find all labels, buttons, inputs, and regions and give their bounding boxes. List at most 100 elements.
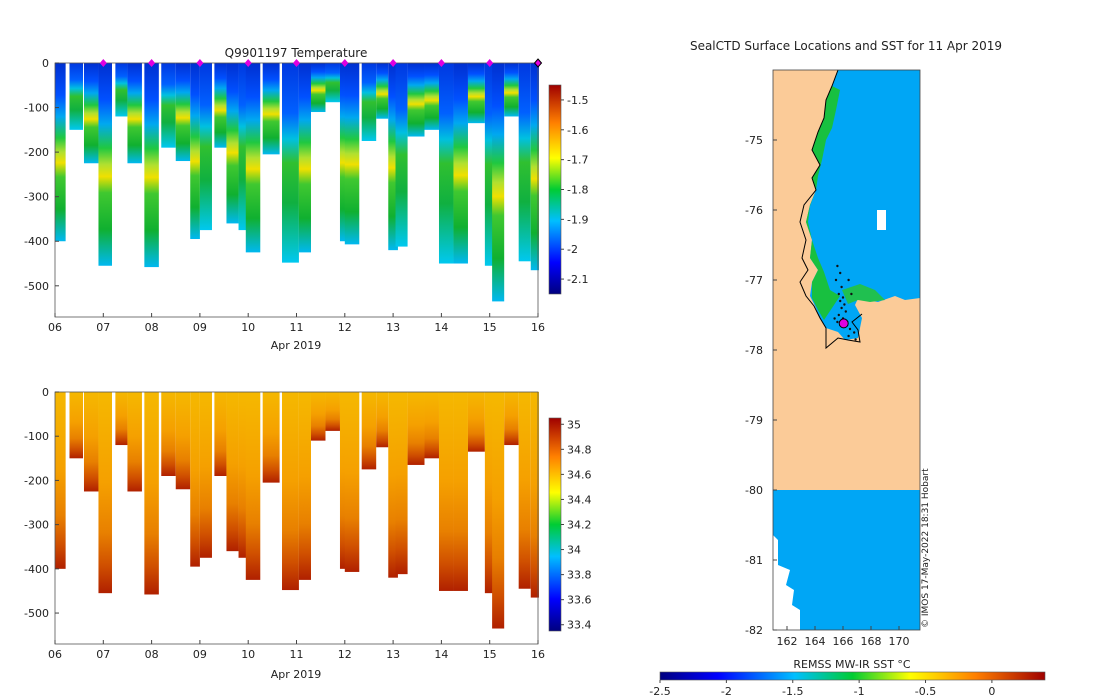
lat-tick-label: -79: [745, 414, 763, 427]
profile-column: [190, 63, 200, 240]
sea-surface-south: [773, 490, 920, 630]
profile-marker: [196, 59, 204, 67]
profile-column: [530, 63, 539, 271]
track-point: [836, 264, 839, 268]
profile-marker: [244, 59, 252, 67]
colorbar-tick-label: 34.6: [567, 468, 592, 481]
profile-column: [238, 392, 249, 558]
watermark: © IMOS 17-May-2022 18:31 Hobart: [921, 468, 931, 628]
profile-column: [361, 63, 377, 141]
colorbar-tick-label: 34: [567, 544, 581, 557]
map-title: SealCTD Surface Locations and SST for 11…: [690, 39, 1002, 53]
lat-tick-label: -81: [745, 554, 763, 567]
lat-tick-label: -78: [745, 344, 763, 357]
y-tick-label: -400: [24, 235, 49, 248]
profile-column: [407, 63, 425, 137]
profile-column: [453, 63, 468, 264]
profile-column: [199, 392, 212, 558]
colorbar-tick-label: -1.8: [567, 184, 588, 197]
map-longitude-axis: 162 164 166 168 170: [777, 626, 910, 648]
track-point: [833, 317, 836, 320]
colorbar-tick-label: -1.9: [567, 213, 588, 226]
colorbar-tick-label: 35: [567, 418, 581, 431]
sea-surface-north: [806, 70, 920, 340]
profile-column: [325, 63, 340, 103]
map-panel: SealCTD Surface Locations and SST for 11…: [649, 39, 1046, 698]
track-point: [840, 306, 843, 310]
profile-column: [325, 392, 340, 431]
map-colorbar-tick-label: -2.5: [649, 685, 670, 698]
salinity-colorbar-ticks: 35 34.8 34.6 34.4 34.2 34 33.8 33.6 33.4: [561, 418, 592, 632]
y-tick-label: -100: [24, 430, 49, 443]
x-tick-label: 10: [241, 321, 255, 334]
track-point: [847, 278, 850, 282]
track-point: [843, 303, 846, 306]
profile-column: [388, 392, 398, 578]
track-point: [836, 320, 839, 324]
temperature-colorbar: [548, 84, 562, 295]
x-tick-label: 07: [96, 648, 110, 661]
map-latitude-axis: -75 -76 -77 -78 -79 -80 -81 -82: [745, 134, 777, 637]
map-colorbar-label: REMSS MW-IR SST °C: [793, 658, 911, 671]
profile-column: [395, 63, 408, 247]
x-tick-label: 11: [290, 648, 304, 661]
map-colorbar-tick-label: -1: [854, 685, 865, 698]
x-tick-label: 14: [434, 648, 448, 661]
track-point: [847, 334, 850, 338]
profile-column: [199, 63, 212, 231]
x-tick-label: 16: [531, 648, 545, 661]
map-colorbar-ticks: -2.5 -2 -1.5 -1 -0.5 0: [649, 680, 995, 698]
map-colorbar-tick-label: -1.5: [782, 685, 803, 698]
track-point: [844, 310, 847, 313]
colorbar-tick-label: -1.6: [567, 124, 588, 137]
lon-tick-label: 168: [861, 635, 882, 648]
coastline: [799, 69, 863, 350]
colorbar-tick-label: 33.4: [567, 619, 592, 632]
profile-column: [161, 63, 176, 148]
profile-column: [376, 392, 389, 448]
x-tick-label: 06: [48, 648, 62, 661]
profile-column: [344, 392, 360, 572]
y-tick-label: 0: [42, 386, 49, 399]
lat-tick-label: -80: [745, 484, 763, 497]
lon-tick-label: 162: [777, 635, 798, 648]
x-tick-label: 12: [338, 321, 352, 334]
temperature-profile-markers: [99, 58, 543, 68]
temperature-profiles: [55, 63, 539, 302]
temperature-panel: Q9901197 Temperature 0 -100 -200 -300 -400 -5…: [24, 46, 588, 352]
profile-column: [55, 63, 66, 242]
profile-column: [262, 63, 280, 155]
profile-marker: [486, 59, 494, 67]
profile-column: [484, 63, 495, 266]
map-colorbar-tick-label: 0: [988, 685, 995, 698]
profile-column: [453, 392, 468, 591]
profile-column: [492, 392, 505, 629]
profile-column: [467, 392, 485, 452]
colorbar-tick-label: 33.6: [567, 594, 592, 607]
profile-column: [238, 63, 249, 231]
profile-column: [395, 392, 408, 575]
profile-column: [424, 63, 439, 130]
profile-column: [424, 392, 439, 459]
profile-marker: [389, 59, 397, 67]
profile-column: [175, 392, 191, 490]
profile-column: [484, 392, 495, 594]
lon-tick-label: 164: [805, 635, 826, 648]
salinity-panel: 0 -100 -200 -300 -400 -500 06 07 08 09 10 11 12 13 14…: [24, 386, 591, 681]
profile-column: [83, 63, 99, 164]
colorbar-tick-label: 33.8: [567, 569, 592, 582]
profile-marker: [293, 59, 300, 67]
x-tick-label: 10: [241, 648, 255, 661]
profile-column: [245, 392, 261, 580]
track-point: [848, 327, 852, 331]
temperature-x-axis: 06 07 08 09 10 11 12 13 14 15 16: [48, 313, 545, 334]
colorbar-tick-label: 34.8: [567, 443, 592, 456]
profile-column: [388, 63, 398, 251]
x-tick-label: 09: [193, 648, 207, 661]
colorbar-tick-label: 34.4: [567, 493, 592, 506]
profile-column: [376, 63, 389, 119]
profile-column: [127, 63, 142, 164]
x-tick-label: 15: [483, 321, 497, 334]
no-data-patch: [877, 210, 886, 230]
